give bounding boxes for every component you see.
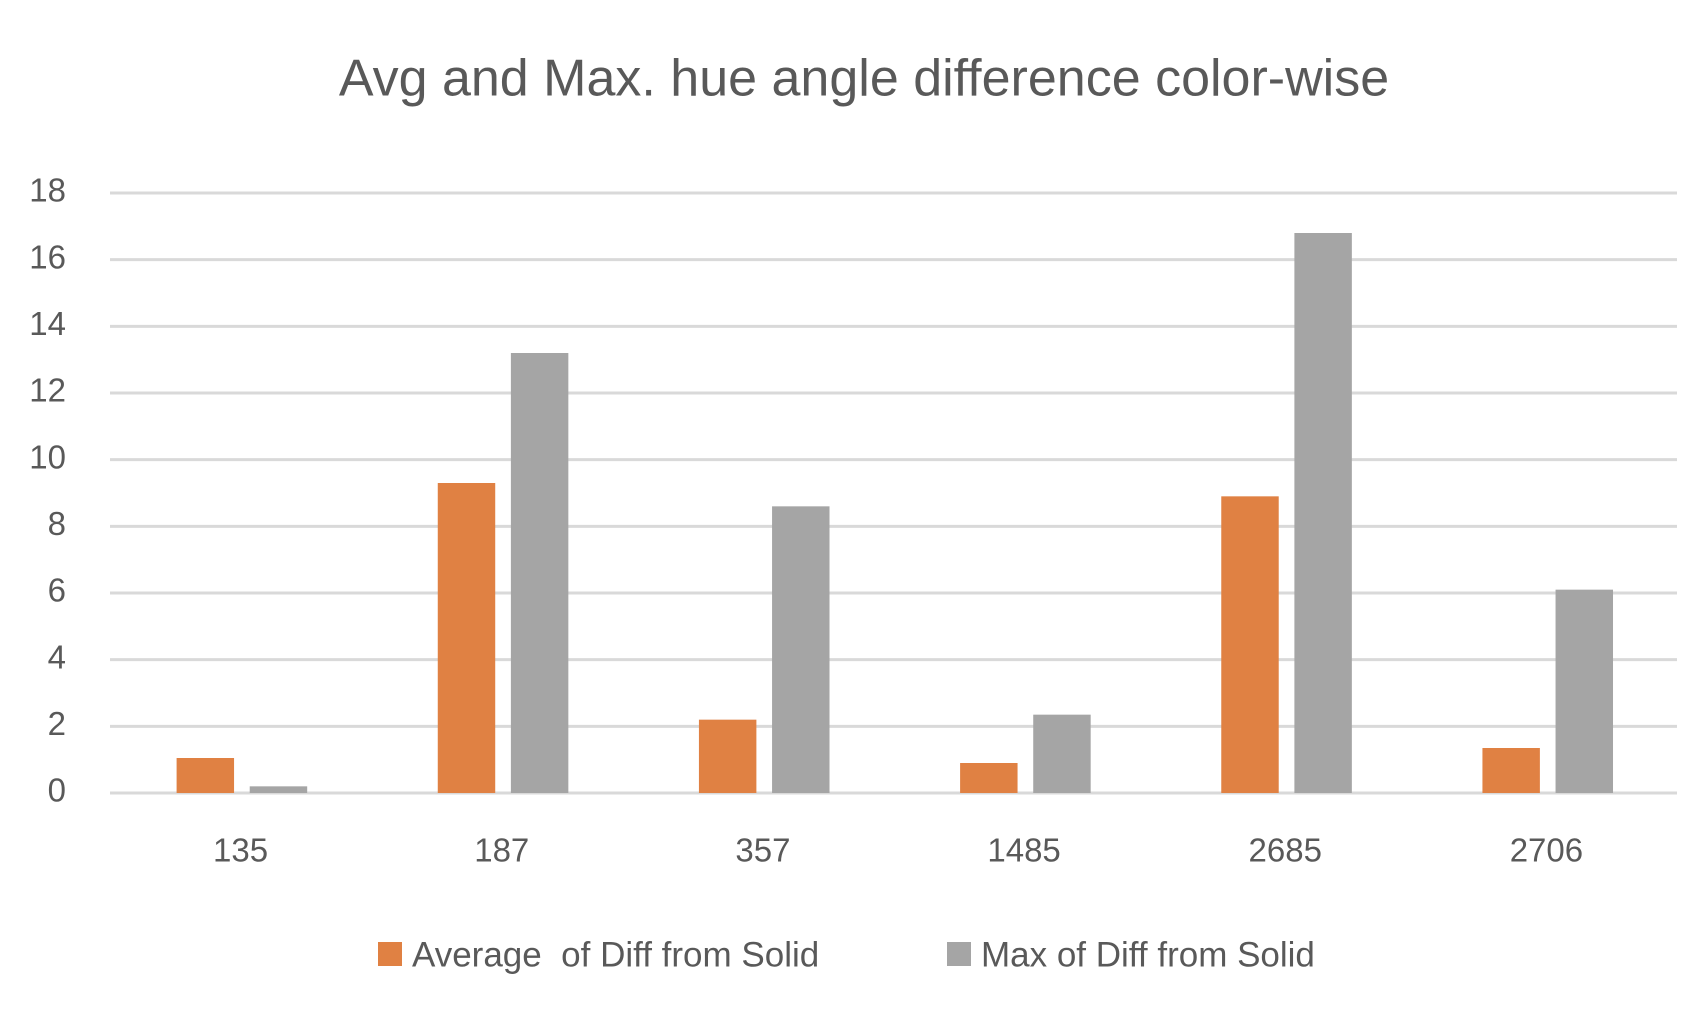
bar (1221, 496, 1279, 793)
chart-title: Avg and Max. hue angle difference color-… (339, 50, 1389, 108)
legend-label: Average of Diff from Solid (412, 935, 819, 974)
y-tick-label: 10 (29, 438, 66, 475)
bar (1033, 714, 1091, 793)
x-tick-label: 1485 (987, 832, 1060, 869)
y-tick-label: 4 (48, 638, 66, 675)
bar (437, 483, 496, 793)
y-tick-label: 18 (29, 172, 66, 209)
y-tick-label: 8 (48, 505, 66, 542)
legend-label: Max of Diff from Solid (981, 935, 1315, 974)
y-tick-label: 16 (29, 238, 66, 275)
y-tick-label: 12 (29, 372, 66, 409)
bar (1482, 748, 1540, 793)
bar (176, 758, 235, 793)
x-tick-label: 187 (474, 832, 529, 869)
bar (1555, 589, 1614, 793)
x-tick-label: 2685 (1249, 832, 1322, 869)
x-tick-label: 357 (735, 832, 790, 869)
bar (1294, 233, 1352, 793)
y-tick-label: 0 (48, 772, 66, 809)
bar (698, 719, 757, 793)
y-tick-label: 14 (29, 305, 66, 342)
bar (960, 763, 1018, 793)
bar (249, 786, 308, 793)
bar (510, 353, 569, 793)
bar (772, 506, 830, 793)
y-tick-label: 2 (48, 705, 66, 742)
x-tick-label: 135 (213, 832, 268, 869)
y-tick-label: 6 (48, 572, 66, 609)
legend-swatch (378, 942, 402, 966)
x-tick-label: 2706 (1510, 832, 1583, 869)
legend-swatch (947, 942, 971, 966)
